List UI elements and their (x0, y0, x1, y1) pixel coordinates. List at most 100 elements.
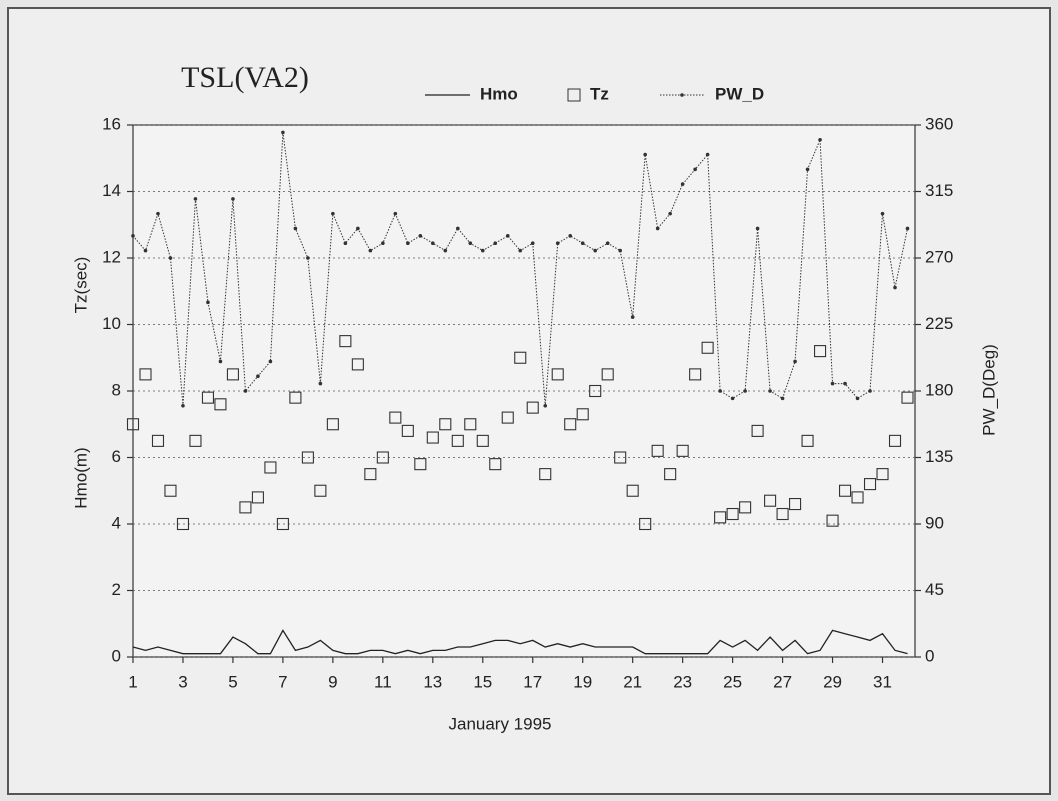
series-point (655, 226, 660, 231)
series-point (243, 389, 248, 393)
series-point (880, 211, 885, 216)
series-point (630, 315, 635, 319)
series-point (768, 389, 772, 393)
x-axis-label: January 1995 (448, 714, 551, 733)
tz-marker (464, 418, 477, 431)
x-tick-label: 9 (328, 672, 337, 691)
tz-marker (838, 484, 852, 497)
tz-marker (514, 351, 527, 364)
tz-marker (776, 507, 789, 521)
series-point (281, 130, 285, 135)
y2-axis-label: PW_D(Deg) (979, 344, 998, 436)
series-point (793, 359, 797, 364)
series-point (818, 137, 822, 142)
series-point (718, 389, 722, 393)
tz-marker (826, 514, 839, 527)
series-point (680, 182, 685, 186)
tz-marker (789, 497, 802, 511)
tz-marker (314, 484, 327, 497)
x-tick-label: 7 (278, 672, 287, 691)
tz-marker (901, 391, 914, 404)
series-point (805, 167, 810, 172)
tz-marker (601, 368, 614, 381)
x-tick-label: 13 (423, 672, 442, 691)
series-point (131, 234, 135, 238)
x-tick-label: 21 (623, 672, 642, 691)
tz-marker (739, 501, 752, 514)
tz-marker (814, 345, 827, 358)
tz-marker (614, 451, 627, 464)
tz-marker (489, 458, 502, 471)
y2-tick-label: 0 (925, 646, 934, 665)
tz-marker (863, 478, 877, 491)
tz-marker (389, 411, 402, 424)
x-tick-label: 15 (473, 672, 492, 691)
x-tick-label: 5 (228, 672, 237, 691)
y-tick-label: 2 (112, 580, 121, 599)
y-axis-label: Tz(sec) (71, 257, 90, 314)
y-tick-label: 0 (112, 646, 121, 665)
tz-marker (701, 341, 714, 354)
y2-tick-label: 45 (925, 580, 944, 599)
tz-marker (226, 368, 239, 381)
series-point (743, 389, 747, 393)
series-point (168, 256, 173, 260)
tz-marker (126, 418, 140, 431)
y2-tick-label: 180 (925, 380, 953, 399)
tz-marker (176, 517, 190, 531)
series-point (143, 248, 148, 253)
series-point (730, 396, 735, 401)
series-point (780, 396, 785, 401)
tz-marker (289, 391, 302, 404)
tz-marker (726, 507, 739, 521)
tz-marker (239, 501, 252, 514)
tz-marker (339, 335, 352, 348)
tz-marker (689, 368, 702, 381)
series-point (893, 285, 897, 290)
x-tick-label: 25 (723, 672, 742, 691)
tz-marker (476, 434, 489, 447)
series-point (218, 359, 223, 364)
y-tick-label: 14 (102, 181, 121, 200)
series-point (568, 234, 573, 238)
series-point (605, 241, 610, 246)
series-point (755, 226, 760, 231)
tz-marker (439, 418, 452, 431)
series-point (705, 152, 710, 157)
tz-marker (426, 431, 439, 444)
tz-marker (276, 517, 289, 531)
chart-title: TSL(VA2) (181, 61, 309, 94)
y-axis-label: Hmo(m) (71, 447, 90, 508)
tz-marker (501, 411, 514, 424)
tz-marker (714, 511, 727, 524)
y2-tick-label: 315 (925, 181, 953, 200)
legend-swatch (567, 88, 581, 102)
series-point (268, 359, 273, 364)
x-tick-label: 29 (823, 672, 842, 691)
y2-tick-label: 360 (925, 114, 953, 133)
tz-marker (626, 484, 639, 497)
series-point (530, 241, 535, 246)
series-point (443, 248, 448, 253)
series-point (480, 248, 485, 253)
tz-marker (376, 451, 389, 464)
x-tick-label: 31 (873, 672, 892, 691)
series-point (306, 256, 310, 260)
series-point (231, 197, 235, 201)
x-tick-label: 3 (178, 672, 187, 691)
x-tick-label: 19 (573, 672, 592, 691)
tz-marker (351, 358, 364, 371)
tz-marker (264, 461, 277, 474)
tz-marker (251, 491, 264, 504)
y-tick-label: 8 (112, 380, 121, 399)
series-point (343, 241, 348, 246)
tz-marker (876, 468, 889, 481)
tz-marker (576, 408, 589, 421)
y-tick-label: 6 (112, 447, 121, 466)
tz-marker (164, 484, 177, 497)
legend-label: Hmo (480, 84, 518, 103)
y2-tick-label: 225 (925, 314, 953, 333)
tz-marker (214, 398, 227, 411)
tz-marker (651, 444, 664, 457)
